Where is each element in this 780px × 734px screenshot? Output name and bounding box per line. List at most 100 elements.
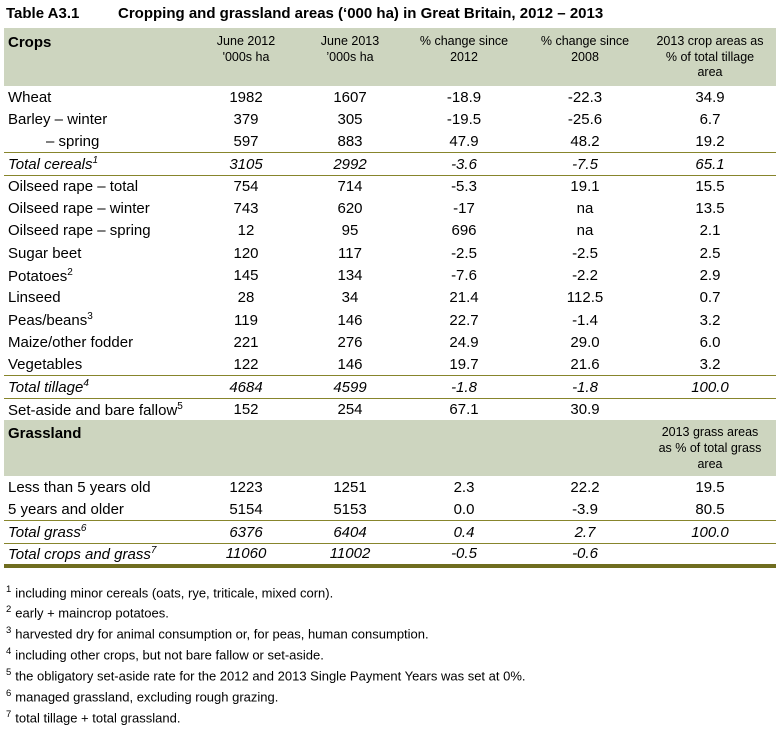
cell-crop-label: Total grass6 — [4, 520, 194, 544]
cell-june-2012: 597 — [233, 132, 259, 150]
cell-june-2013: 5153 — [333, 501, 367, 519]
table-row: Oilseed rape – total 754 714 -5.3 19.1 1… — [4, 175, 776, 197]
cell-june-2013: 714 — [337, 178, 363, 196]
cell-area-share: 19.5 — [695, 478, 725, 496]
cell-change-2012: 24.9 — [449, 333, 479, 351]
column-header-grass-share: 2013 grass areas as % of total grass are… — [644, 420, 776, 477]
cell-crop-label: Vegetables — [8, 355, 83, 373]
cell-june-2013: 95 — [341, 222, 359, 240]
cell-area-share: 100.0 — [644, 375, 776, 399]
column-header-change-2008: % change since 2008 — [526, 28, 644, 86]
cell-area-share: 15.5 — [695, 178, 725, 196]
footnote: 1 including minor cereals (oats, rye, tri… — [6, 581, 780, 602]
cell-june-2012: 28 — [237, 289, 255, 307]
cell-change-2012: 696 — [451, 222, 477, 240]
cell-june-2012: 1982 — [229, 88, 263, 106]
crops-header-row: Crops June 2012 '000s ha June 2013 ’000s… — [4, 28, 776, 86]
cell-june-2013: 146 — [337, 311, 363, 329]
table-row: Total crops and grass7 11060 11002 -0.5 … — [4, 542, 776, 568]
cell-change-2012: 21.4 — [449, 289, 479, 307]
cell-crop-label: Potatoes2 — [8, 266, 73, 285]
cell-june-2012: 5154 — [229, 501, 263, 519]
cell-crop-label: Total cereals1 — [4, 152, 194, 176]
cell-june-2013: 134 — [337, 267, 363, 285]
footnote-number: 7 — [6, 709, 12, 721]
table-row: Total tillage4 4684 4599 -1.8 -1.8 100.0 — [4, 375, 776, 399]
footnote-number: 3 — [6, 625, 12, 637]
footnote-number: 6 — [6, 688, 12, 700]
cell-june-2013: 117 — [338, 244, 362, 262]
cell-crop-label: Maize/other fodder — [8, 333, 134, 351]
cell-change-2012: -5.3 — [451, 178, 477, 196]
cell-change-2012: -17 — [453, 200, 475, 218]
column-header-crop-share: 2013 crop areas as % of total tillage ar… — [644, 28, 776, 86]
table-row: Less than 5 years old 1223 1251 2.3 22.2… — [4, 476, 776, 498]
table-row: Wheat 1982 1607 -18.9 -22.3 34.9 — [4, 86, 776, 108]
cell-change-2012: -1.8 — [402, 375, 526, 399]
cell-change-2008: -1.4 — [572, 311, 598, 329]
cell-change-2008: 21.6 — [570, 355, 600, 373]
cell-change-2008: -2.2 — [572, 267, 598, 285]
footnote: 5 the obligatory set-aside rate for the 2… — [6, 664, 780, 685]
cell-change-2008: -0.6 — [526, 542, 644, 568]
cell-area-share: 100.0 — [644, 520, 776, 544]
cell-area-share: 34.9 — [695, 88, 725, 106]
cell-area-share: 2.5 — [699, 244, 721, 262]
footnote: 7 total tillage + total grassland. — [6, 706, 780, 727]
footnotes-block: 1 including minor cereals (oats, rye, tri… — [6, 581, 780, 727]
cell-june-2012: 120 — [233, 244, 259, 262]
cell-area-share: 80.5 — [695, 501, 725, 519]
cell-june-2013: 146 — [337, 355, 363, 373]
cell-june-2012: 6376 — [194, 520, 298, 544]
cell-june-2012: 3105 — [194, 152, 298, 176]
cell-june-2013: 6404 — [298, 520, 402, 544]
cell-change-2012: -0.5 — [402, 542, 526, 568]
cell-june-2013: 254 — [337, 401, 363, 419]
column-header-change-2012: % change since 2012 — [402, 28, 526, 86]
cell-change-2012: 22.7 — [449, 311, 479, 329]
cell-area-share: 3.2 — [699, 311, 721, 329]
cell-change-2012: -3.6 — [402, 152, 526, 176]
cell-june-2012: 4684 — [194, 375, 298, 399]
cell-area-share — [644, 398, 776, 420]
cell-june-2012: 152 — [233, 401, 259, 419]
footnote-text: including other crops, but not bare fall… — [15, 647, 324, 663]
cell-change-2012: -19.5 — [446, 110, 482, 128]
footnote-number: 2 — [6, 604, 12, 616]
cell-change-2012: -2.5 — [451, 244, 477, 262]
column-header-june-2012: June 2012 '000s ha — [194, 28, 298, 86]
footnote: 3 harvested dry for animal consumption or… — [6, 622, 780, 643]
cell-change-2008: 29.0 — [570, 333, 600, 351]
cell-change-2012: -18.9 — [446, 88, 482, 106]
table-row: Barley – winter 379 305 -19.5 -25.6 6.7 — [4, 108, 776, 130]
cell-june-2012: 1223 — [229, 478, 263, 496]
cell-crop-label: Wheat — [8, 88, 52, 106]
cell-crop-label: Oilseed rape – winter — [8, 200, 150, 218]
cell-area-share: 13.5 — [695, 200, 725, 218]
crops-header-band: Crops June 2012 '000s ha June 2013 ’000s… — [4, 28, 776, 86]
cell-area-share — [644, 542, 776, 568]
footnote-text: early + maincrop potatoes. — [15, 605, 169, 621]
footnote-text: managed grassland, excluding rough grazi… — [15, 689, 279, 705]
crops-section-label: Crops — [4, 28, 194, 86]
cell-june-2012: 119 — [234, 311, 258, 329]
grassland-section-label: Grassland — [4, 420, 644, 477]
cell-area-share: 2.1 — [699, 222, 721, 240]
cell-change-2008: -1.8 — [526, 375, 644, 399]
cell-june-2012: 379 — [233, 110, 259, 128]
cell-june-2013: 4599 — [298, 375, 402, 399]
cell-area-share: 6.0 — [699, 333, 721, 351]
cell-change-2008: -7.5 — [526, 152, 644, 176]
cell-june-2012: 743 — [233, 200, 259, 218]
cell-june-2013: 2992 — [298, 152, 402, 176]
cell-june-2012: 122 — [233, 355, 259, 373]
cell-crop-label: Oilseed rape – total — [8, 178, 139, 196]
crops-grassland-table: Crops June 2012 '000s ha June 2013 ’000s… — [4, 28, 776, 568]
cell-area-share: 2.9 — [699, 267, 721, 285]
cell-area-share: 0.7 — [699, 289, 721, 307]
table-row: Oilseed rape – winter 743 620 -17 na 13.… — [4, 197, 776, 219]
cell-june-2013: 1607 — [333, 88, 367, 106]
cell-june-2012: 754 — [233, 178, 259, 196]
cell-change-2008: 48.2 — [570, 132, 600, 150]
cell-change-2012: 2.3 — [453, 478, 475, 496]
